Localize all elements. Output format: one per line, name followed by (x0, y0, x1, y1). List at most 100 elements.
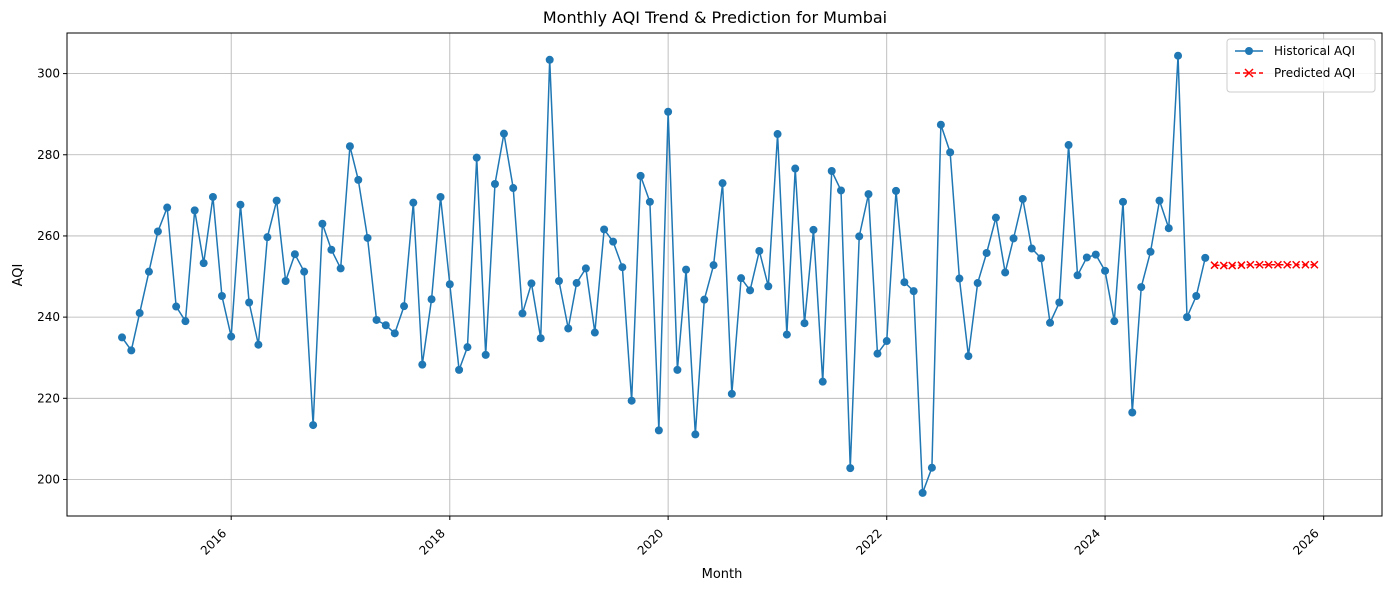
x-tick-label-1: 2018 (416, 526, 447, 557)
series-0-point-31 (400, 302, 409, 311)
series-0-point-119 (1201, 253, 1210, 262)
series-0-point-98 (1009, 234, 1018, 243)
series-0-point-92 (955, 274, 964, 283)
legend-predicted-label: Predicted AQI (1274, 66, 1355, 80)
series-0-point-16 (263, 233, 272, 242)
series-1-line (1214, 264, 1315, 267)
series-0-point-97 (1001, 268, 1010, 277)
series-0-point-104 (1064, 141, 1073, 150)
series-1-point-8 (1283, 260, 1292, 269)
y-tick-label-0: 200 (37, 472, 60, 486)
series-0-point-65 (709, 261, 718, 270)
series-0-point-11 (217, 292, 226, 301)
series-1-point-4 (1246, 260, 1255, 269)
series-0-point-33 (418, 360, 427, 369)
x-axis-label: Month (702, 567, 743, 582)
series-0-point-30 (390, 329, 399, 338)
legend-historical-marker (1245, 47, 1253, 55)
series-0-point-22 (318, 219, 327, 228)
series-0-point-85 (892, 186, 901, 195)
series-0-point-54 (609, 237, 618, 246)
series-1-point-3 (1237, 261, 1246, 270)
series-1-point-0 (1210, 261, 1219, 270)
series-0-point-7 (181, 317, 190, 326)
series-0-point-24 (336, 264, 345, 273)
y-tick-label-5: 300 (37, 67, 60, 81)
series-1-point-1 (1219, 261, 1228, 270)
series-0-point-90 (936, 120, 945, 129)
series-0-point-15 (254, 340, 263, 349)
series-0-point-78 (827, 167, 836, 175)
series-1-point-5 (1255, 260, 1264, 269)
series-layer (118, 51, 1319, 497)
series-0-point-108 (1101, 266, 1110, 275)
legend: Historical AQI Predicted AQI (1226, 38, 1376, 93)
series-0-point-51 (581, 264, 590, 273)
series-0-point-115 (1164, 224, 1173, 233)
series-0-point-32 (409, 198, 418, 207)
series-0-point-20 (300, 267, 309, 276)
series-0-point-18 (281, 276, 290, 285)
series-0-point-63 (691, 430, 700, 439)
series-0-point-58 (645, 197, 654, 206)
series-0-point-66 (718, 179, 727, 188)
series-0-point-53 (600, 225, 609, 234)
x-axis: 2016 2018 2020 2022 2024 2026 (198, 516, 1325, 558)
series-0-point-73 (782, 330, 791, 339)
series-1-point-2 (1228, 261, 1237, 270)
series-0-point-8 (190, 206, 199, 215)
series-0 (118, 51, 1210, 497)
series-0-point-17 (272, 196, 281, 205)
series-0-point-75 (800, 319, 809, 328)
series-0-point-64 (700, 295, 709, 304)
series-0-point-76 (809, 225, 818, 234)
series-0-point-52 (590, 328, 599, 337)
series-0-point-103 (1055, 298, 1064, 307)
series-0-point-38 (463, 343, 472, 352)
series-1-point-9 (1292, 260, 1301, 269)
y-axis-label: AQI (11, 264, 26, 287)
series-0-point-95 (982, 248, 991, 257)
series-0-point-69 (746, 286, 755, 295)
series-0-point-25 (345, 142, 354, 151)
y-tick-label-4: 280 (37, 148, 60, 162)
series-1 (1210, 260, 1319, 270)
series-0-point-70 (755, 246, 764, 255)
series-0-point-86 (900, 278, 909, 287)
series-0-point-68 (737, 274, 746, 283)
series-0-point-46 (536, 334, 545, 343)
x-tick-label-3: 2022 (853, 526, 884, 557)
series-0-point-6 (172, 302, 181, 311)
series-0-point-82 (864, 190, 873, 199)
series-0-point-45 (527, 279, 536, 288)
series-0-point-74 (791, 164, 800, 173)
x-tick-label-0: 2016 (198, 526, 229, 557)
series-0-point-80 (846, 464, 855, 473)
series-0-point-111 (1128, 408, 1137, 417)
series-0-point-93 (964, 352, 973, 361)
series-0-point-42 (499, 129, 508, 138)
series-0-point-116 (1174, 51, 1183, 60)
series-0-point-0 (118, 333, 127, 342)
series-0-point-89 (927, 463, 936, 472)
series-0-point-57 (636, 171, 645, 180)
series-0-point-101 (1037, 254, 1046, 263)
x-tick-label-2: 2020 (635, 526, 666, 557)
x-tick-label-5: 2026 (1290, 526, 1321, 557)
series-0-point-44 (518, 309, 527, 318)
series-0-point-10 (208, 192, 217, 201)
series-0-point-60 (664, 107, 673, 116)
legend-predicted-marker (1244, 68, 1254, 78)
series-0-point-110 (1119, 197, 1128, 206)
y-tick-label-1: 220 (37, 391, 60, 405)
series-0-point-106 (1082, 253, 1091, 262)
series-0-point-39 (472, 153, 481, 162)
series-0-point-114 (1155, 196, 1164, 205)
series-0-point-48 (554, 276, 563, 285)
series-0-point-36 (445, 280, 454, 289)
series-0-point-5 (163, 203, 172, 212)
series-1-point-10 (1301, 260, 1310, 269)
y-tick-label-2: 240 (37, 310, 60, 324)
series-0-point-99 (1018, 195, 1027, 204)
